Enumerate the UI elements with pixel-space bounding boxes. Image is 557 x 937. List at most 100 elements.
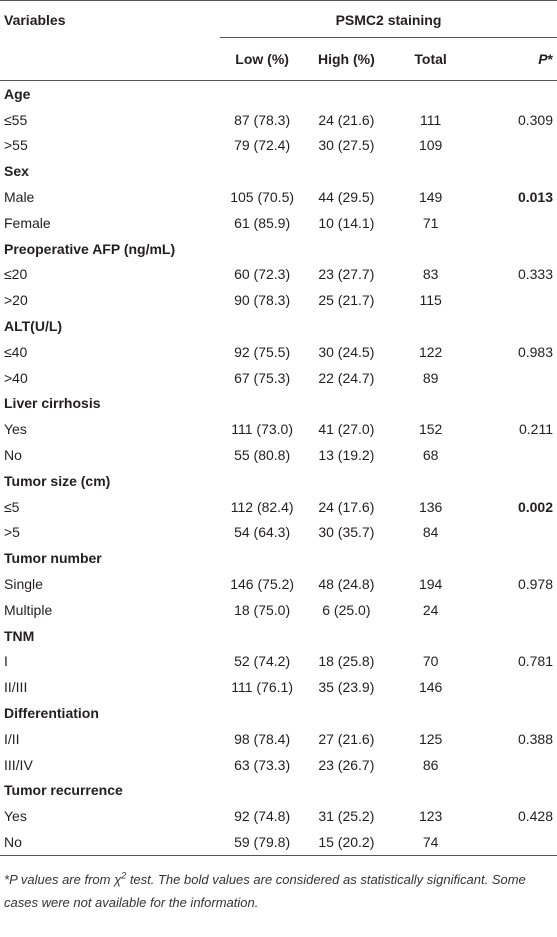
- cell: >40: [4, 369, 28, 386]
- footnote-text: P: [9, 871, 18, 887]
- group-label: Liver cirrhosis: [4, 395, 101, 412]
- cell: ≤40: [4, 343, 28, 360]
- cell: [473, 133, 557, 159]
- cell: [473, 752, 557, 778]
- cell: 149: [418, 189, 443, 206]
- group-row: Tumor recurrence: [0, 778, 557, 804]
- cell: 0.428: [517, 808, 553, 825]
- data-row: ≤5 112 (82.4) 24 (17.6) 136 0.002: [0, 494, 557, 520]
- cell: 22 (24.7): [318, 369, 375, 386]
- data-row: No 55 (80.8) 13 (19.2) 68: [0, 442, 557, 468]
- data-row: >20 90 (78.3) 25 (21.7) 115: [0, 287, 557, 313]
- cell: ≤55: [4, 111, 28, 128]
- header-row: Low (%) High (%) Total P*: [0, 38, 557, 81]
- cell: No: [4, 834, 22, 850]
- cell: 136: [418, 498, 443, 515]
- cell: 24 (21.6): [318, 111, 375, 128]
- group-label: TNM: [4, 627, 35, 644]
- cell: 146 (75.2): [230, 576, 295, 593]
- data-row: ≤40 92 (75.5) 30 (24.5) 122 0.983: [0, 339, 557, 365]
- data-row: Yes 92 (74.8) 31 (25.2) 123 0.428: [0, 803, 557, 829]
- cell: ≤5: [4, 498, 20, 515]
- cell: 18 (75.0): [234, 601, 291, 618]
- cell: 0.983: [517, 343, 553, 360]
- group-label: Age: [4, 85, 31, 102]
- cell: Multiple: [4, 601, 53, 618]
- cell: 27 (21.6): [318, 730, 375, 747]
- cell: 109: [418, 137, 443, 154]
- footnote-text: values are from χ: [17, 871, 122, 887]
- header-group: PSMC2 staining: [220, 0, 557, 38]
- cell: 54 (64.3): [234, 524, 291, 541]
- cell: 0.211: [519, 421, 553, 438]
- data-row: Female 61 (85.9) 10 (14.1) 71: [0, 210, 557, 236]
- cell: 59 (79.8): [234, 834, 291, 850]
- cell: 123: [418, 808, 443, 825]
- group-label: Sex: [4, 163, 29, 180]
- header-cell: Low (%): [220, 38, 305, 81]
- footnote-text: *: [4, 871, 10, 887]
- cell: 74: [422, 834, 439, 850]
- data-row: No 59 (79.8) 15 (20.2) 74: [0, 829, 557, 855]
- cell: 146: [418, 679, 443, 696]
- cell: 70: [422, 653, 439, 670]
- group-label: ALT(U/L): [4, 318, 63, 335]
- cell: 0.002: [517, 498, 553, 515]
- cell: >5: [4, 524, 20, 541]
- cell: 105 (70.5): [230, 189, 295, 206]
- cell: 25 (21.7): [318, 292, 375, 309]
- group-row: Differentiation: [0, 700, 557, 726]
- cell: >55: [4, 137, 28, 154]
- group-label: Tumor size (cm): [4, 472, 111, 489]
- cell: 0.388: [517, 730, 553, 747]
- cell: Male: [4, 189, 35, 206]
- data-row: ≤55 87 (78.3) 24 (21.6) 111 0.309: [0, 107, 557, 133]
- header-cell: P*: [472, 38, 557, 81]
- group-row: Tumor size (cm): [0, 468, 557, 494]
- cell: 0.978: [517, 576, 553, 593]
- cell: Single: [4, 576, 43, 593]
- header-row: Variables PSMC2 staining: [0, 0, 557, 38]
- group-row: Tumor number: [0, 545, 557, 571]
- data-row: >55 79 (72.4) 30 (27.5) 109: [0, 133, 557, 159]
- cell: 52 (74.2): [234, 653, 291, 670]
- group-row: ALT(U/L): [0, 313, 557, 339]
- data-row: Multiple 18 (75.0) 6 (25.0) 24: [0, 597, 557, 623]
- data-row: I/II 98 (78.4) 27 (21.6) 125 0.388: [0, 726, 557, 752]
- cell: [473, 674, 557, 700]
- footnote: *P values are from χ2 test. The bold val…: [0, 854, 557, 914]
- cell: 90 (78.3): [234, 292, 291, 309]
- data-row: >5 54 (64.3) 30 (35.7) 84: [0, 520, 557, 546]
- cell: 84: [422, 524, 439, 541]
- p-mark: *: [547, 51, 553, 67]
- cell: 24: [422, 601, 439, 618]
- cell: 98 (78.4): [234, 730, 291, 747]
- cell: 86: [422, 756, 439, 773]
- group-label: Tumor recurrence: [4, 782, 123, 799]
- cell: 111: [419, 111, 442, 128]
- cell: 0.781: [517, 653, 553, 670]
- cell: 55 (80.8): [234, 447, 291, 464]
- cell: 41 (27.0): [318, 421, 375, 438]
- data-row: III/IV 63 (73.3) 23 (26.7) 86: [0, 752, 557, 778]
- cell: 60 (72.3): [234, 266, 291, 283]
- cell: 0.013: [517, 189, 553, 206]
- cell: 63 (73.3): [234, 756, 291, 773]
- header-cell: Variables: [0, 0, 220, 38]
- cell: [473, 442, 557, 468]
- data-row: Yes 111 (73.0) 41 (27.0) 152 0.211: [0, 416, 557, 442]
- cell: 111 (73.0): [231, 421, 293, 438]
- cell: 30 (27.5): [318, 137, 375, 154]
- cell: [473, 597, 557, 623]
- footnote-text: test. The bold values are considered as …: [4, 871, 526, 910]
- footnote-text: 2: [121, 870, 127, 881]
- cell: [473, 287, 557, 313]
- data-row: II/III 111 (76.1) 35 (23.9) 146: [0, 674, 557, 700]
- header-cell: Total: [388, 38, 473, 81]
- cell: 92 (74.8): [234, 808, 291, 825]
- p-label: P: [538, 51, 548, 67]
- cell: No: [4, 447, 22, 464]
- header-cell: [0, 38, 220, 81]
- cell: 48 (24.8): [318, 576, 375, 593]
- group-label: Tumor number: [4, 550, 102, 567]
